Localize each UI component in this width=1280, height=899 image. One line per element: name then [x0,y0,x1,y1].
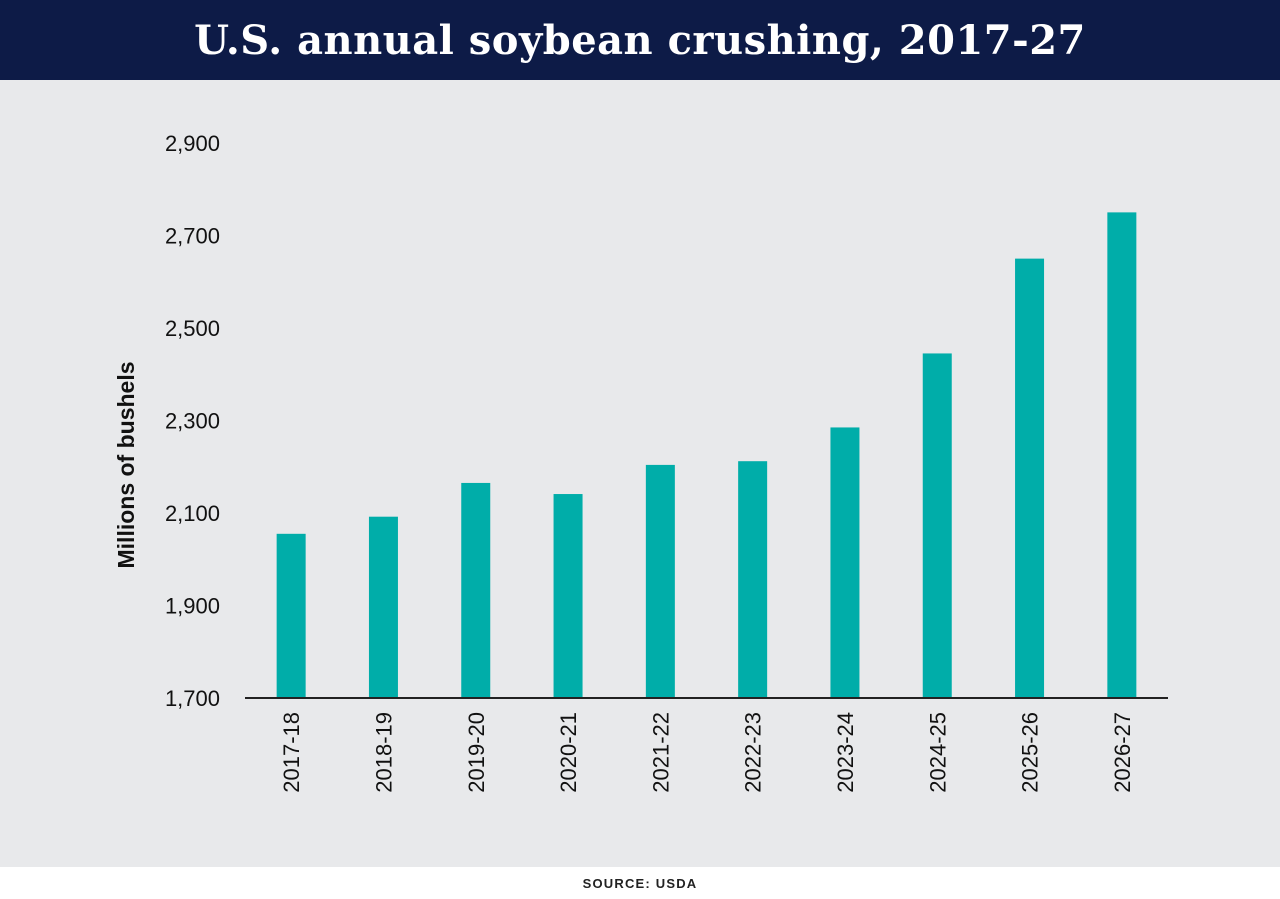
title-banner: U.S. annual soybean crushing, 2017-27 [0,0,1280,80]
bar-chart: 1,700 1,900 2,100 2,300 2,500 2,700 2,900 2017… [113,131,1168,793]
bar [922,353,952,698]
bar [1107,212,1137,698]
x-tick-label: 2026-27 [1110,712,1135,793]
y-tick-label: 2,900 [165,131,220,156]
x-tick-label: 2018-19 [371,712,396,793]
bars [276,212,1137,698]
bar [830,427,860,698]
x-axis-ticks: 2017-18 2018-19 2019-20 2020-21 2021-22 2022-… [279,712,1135,793]
source-footer: SOURCE: USDA [0,867,1280,899]
x-tick-label: 2025-26 [1018,712,1043,793]
bar [553,494,583,698]
x-tick-label: 2020-21 [556,712,581,793]
y-axis-label: Millions of bushels [113,361,139,568]
y-tick-label: 1,700 [165,686,220,711]
x-tick-label: 2019-20 [464,712,489,793]
y-tick-label: 1,900 [165,594,220,619]
bar [461,482,491,698]
x-tick-label: 2017-18 [279,712,304,793]
x-tick-label: 2023-24 [833,712,858,793]
plot-area [0,80,1280,867]
x-tick-label: 2022-23 [741,712,766,793]
y-tick-label: 2,100 [165,501,220,526]
x-tick-label: 2021-22 [648,712,673,793]
y-tick-label: 2,300 [165,409,220,434]
bar [645,464,675,698]
x-tick-label: 2024-25 [925,712,950,793]
y-axis-ticks: 1,700 1,900 2,100 2,300 2,500 2,700 2,900 [165,131,220,711]
source-note: SOURCE: USDA [582,875,698,891]
bar [1015,258,1045,698]
bar [276,533,306,698]
chart-title: U.S. annual soybean crushing, 2017-27 [194,16,1086,64]
bar [738,461,768,698]
y-tick-label: 2,700 [165,224,220,249]
y-tick-label: 2,500 [165,316,220,341]
bar [368,516,398,698]
